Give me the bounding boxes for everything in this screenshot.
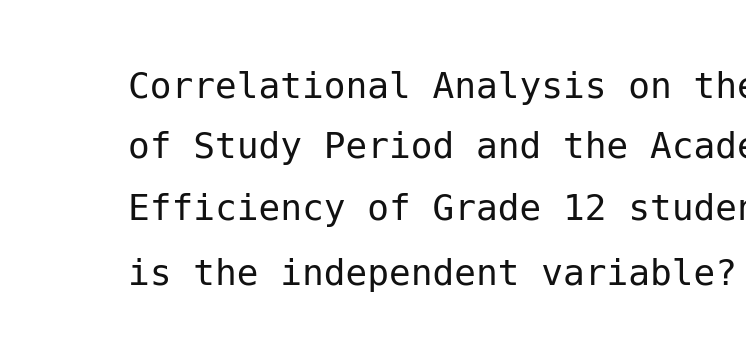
- Text: Efficiency of Grade 12 students. What: Efficiency of Grade 12 students. What: [128, 193, 746, 227]
- Text: of Study Period and the Academic: of Study Period and the Academic: [128, 131, 746, 165]
- Text: Correlational Analysis on the Length: Correlational Analysis on the Length: [128, 71, 746, 105]
- Text: is the independent variable?: is the independent variable?: [128, 258, 746, 292]
